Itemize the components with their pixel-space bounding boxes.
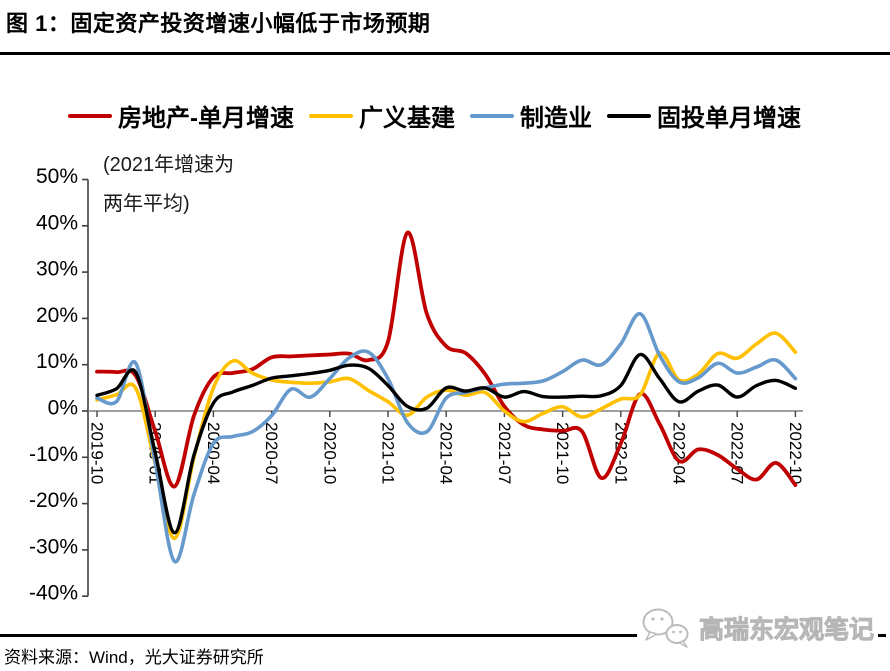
x-tick-label: 2020-07 [262, 422, 281, 484]
chart-legend: 房地产-单月增速 广义基建 制造业 固投单月增速 [68, 98, 801, 133]
legend-item-manufacturing: 制造业 [470, 98, 592, 133]
legend-item-fai: 固投单月增速 [607, 98, 801, 133]
legend-line-sample-black [607, 113, 651, 118]
wechat-icon [642, 608, 689, 648]
legend-line-sample-yellow [309, 113, 353, 118]
x-tick-label: 2020-10 [320, 422, 339, 484]
y-tick-label: -30% [29, 535, 78, 558]
x-tick-label: 2022-10 [786, 422, 805, 484]
y-tick-label: -40% [29, 582, 78, 605]
chart-annotation: (2021年增速为 两年平均) [103, 146, 234, 224]
y-tick-label: 40% [36, 211, 78, 234]
legend-line-sample-red [68, 113, 112, 118]
source-note: 资料来源：Wind，光大证券研究所 [4, 648, 264, 667]
title-divider [0, 52, 890, 55]
x-tick-label: 2021-07 [495, 422, 514, 484]
x-tick-label: 2022-07 [728, 422, 747, 484]
chart-annotation-line1: (2021年增速为 [103, 154, 235, 176]
watermark-text: 高瑞东宏观笔记 [698, 616, 875, 645]
x-tick-label: 2019-10 [88, 422, 107, 484]
watermark: 高瑞东宏观笔记 [636, 606, 878, 650]
legend-label-real-estate: 房地产-单月增速 [118, 105, 294, 132]
y-tick-label: -10% [29, 443, 78, 466]
series-line-manufacturing [95, 312, 798, 564]
legend-item-infrastructure: 广义基建 [309, 98, 455, 133]
footer-divider [0, 634, 886, 637]
legend-label-infrastructure: 广义基建 [359, 105, 455, 132]
legend-item-real-estate: 房地产-单月增速 [68, 98, 294, 133]
series-line-fai-monthly [95, 352, 798, 535]
y-tick-label: -20% [29, 489, 78, 512]
legend-label-fai: 固投单月增速 [657, 105, 801, 132]
y-tick-label: 50% [36, 165, 78, 188]
x-tick-label: 2021-04 [437, 422, 456, 484]
legend-label-manufacturing: 制造业 [520, 105, 592, 132]
x-tick-label: 2021-01 [379, 422, 398, 484]
x-tick-label: 2022-01 [611, 422, 630, 484]
y-tick-label: 10% [36, 350, 78, 373]
figure-title: 图 1：固定资产投资增速小幅低于市场预期 [6, 11, 431, 36]
legend-line-sample-blue [470, 113, 514, 118]
x-tick-label: 2022-04 [670, 422, 689, 484]
chart-annotation-line2: 两年平均) [103, 193, 190, 215]
series-line-real-estate-monthly [95, 230, 798, 489]
y-tick-label: 30% [36, 258, 78, 281]
y-tick-label: 0% [48, 397, 78, 420]
x-tick-label: 2021-10 [553, 422, 572, 484]
y-tick-label: 20% [36, 304, 78, 327]
